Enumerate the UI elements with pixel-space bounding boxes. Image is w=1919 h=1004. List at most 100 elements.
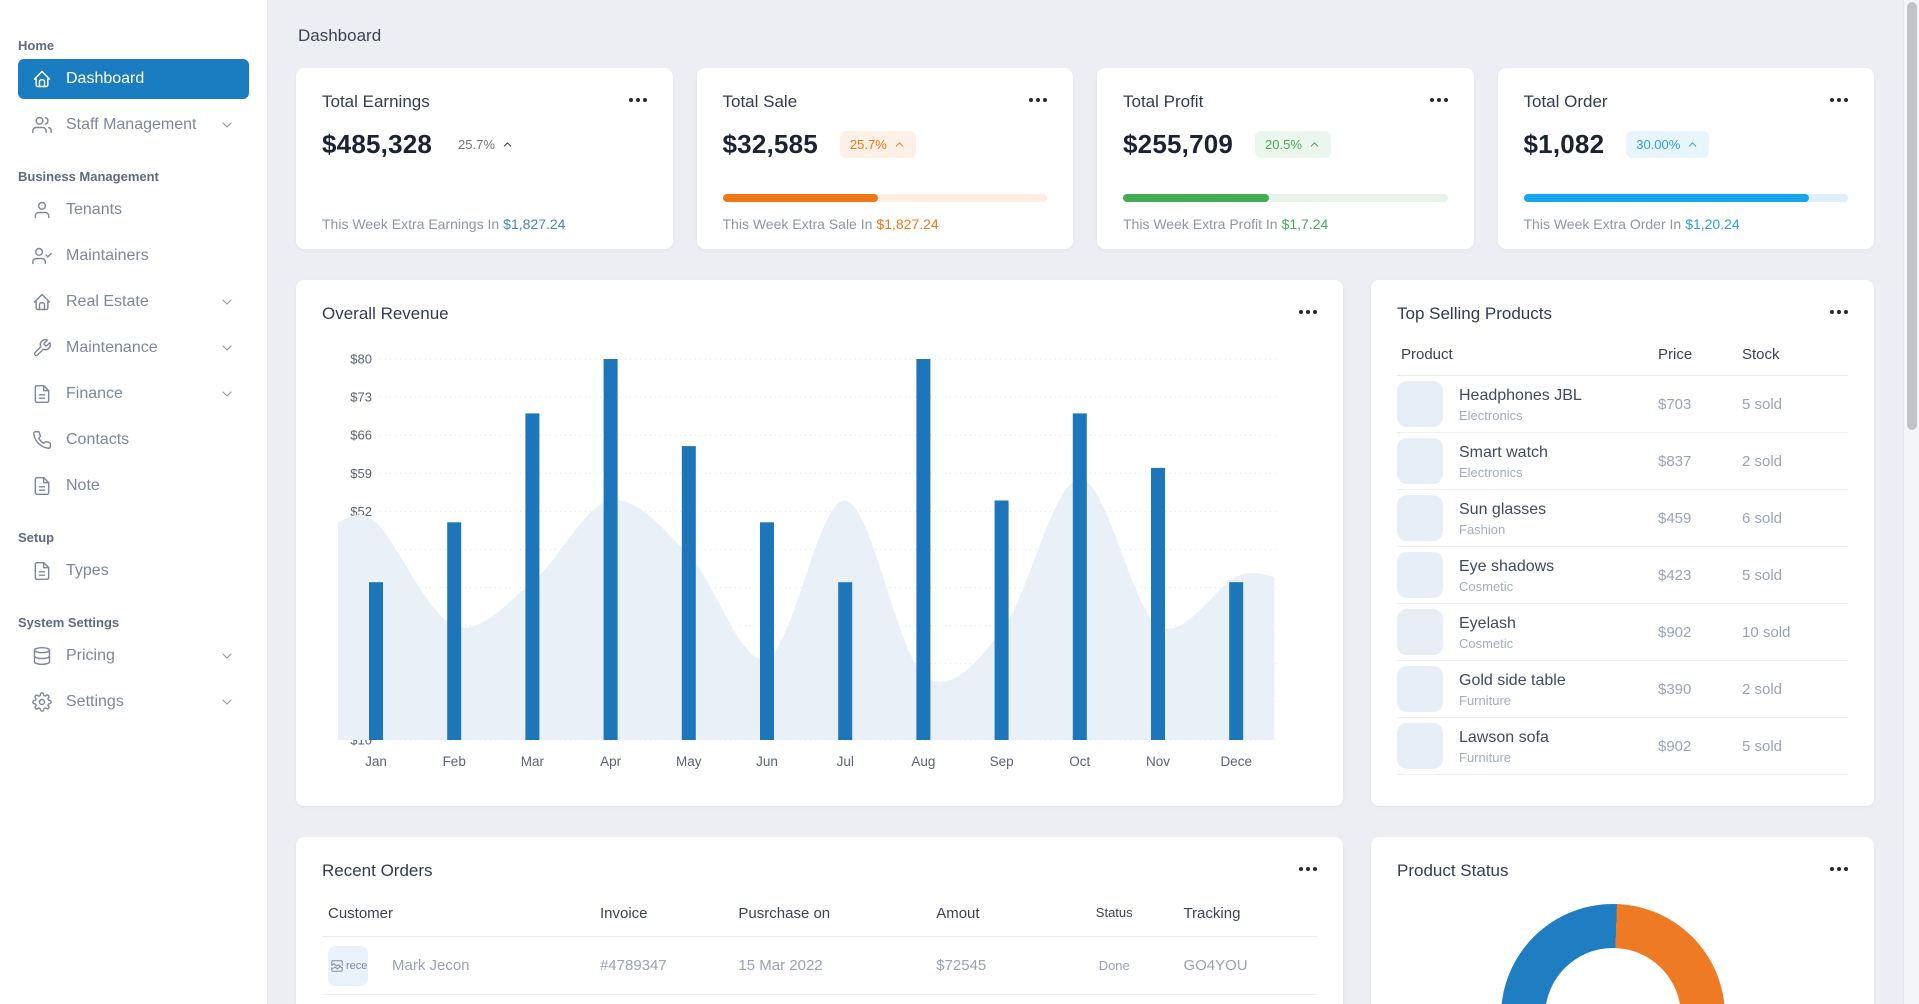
card-footer-text: This Week Extra Earnings In $1,827.24 xyxy=(322,216,566,232)
sidebar-item-real-estate[interactable]: Real Estate xyxy=(18,282,249,322)
card-menu-button[interactable] xyxy=(1822,92,1848,106)
top-selling-products-menu-button[interactable] xyxy=(1822,304,1848,318)
home-icon xyxy=(33,70,51,88)
revenue-bar-Aug xyxy=(916,359,931,740)
broken-image-icon xyxy=(331,959,343,972)
sidebar-item-dashboard[interactable]: Dashboard xyxy=(18,59,249,99)
order-amount: $72545 xyxy=(936,957,987,974)
product-category: Cosmetic xyxy=(1459,578,1514,594)
order-purchase-date: 15 Mar 2022 xyxy=(738,957,823,974)
svg-text:May: May xyxy=(676,754,702,769)
sidebar-item-types[interactable]: Types xyxy=(18,551,249,591)
window-scrollbar-track[interactable] xyxy=(1903,0,1919,1004)
product-thumbnail xyxy=(1397,723,1443,769)
sidebar-item-tenants[interactable]: Tenants xyxy=(18,190,249,230)
product-status-chart-wrap xyxy=(1397,881,1848,1004)
card-menu-button[interactable] xyxy=(1021,92,1047,106)
sidebar-item-contacts[interactable]: Contacts xyxy=(18,420,249,460)
file-icon xyxy=(34,476,50,496)
product-name: Gold side table xyxy=(1459,671,1566,689)
sidebar-item-maintenance[interactable]: Maintenance xyxy=(18,328,249,368)
sidebar-item-label: Types xyxy=(66,562,109,579)
sidebar-item-settings[interactable]: Settings xyxy=(18,682,249,722)
product-category: Fashion xyxy=(1459,521,1506,537)
svg-text:Jul: Jul xyxy=(837,754,854,769)
sidebar-item-label: Note xyxy=(66,477,100,494)
avatar-alt-text: rece xyxy=(346,959,368,972)
orders-header-invoice: Invoice xyxy=(599,905,648,922)
phone-icon xyxy=(33,430,52,449)
svg-text:Nov: Nov xyxy=(1146,754,1170,769)
product-row-smart-watch[interactable]: Smart watch Electronics $837 2 sold xyxy=(1397,433,1848,490)
orders-list: rece Mark Jecon #4789347 15 Mar 2022 $72545 D… xyxy=(322,937,1317,1004)
product-category: Furniture xyxy=(1459,692,1512,708)
product-row-lawson-sofa[interactable]: Lawson sofa Furniture $902 5 sold xyxy=(1397,718,1848,775)
card-menu-button[interactable] xyxy=(621,92,647,106)
panel-title-recent-orders: Recent Orders xyxy=(322,861,433,880)
card-value: $485,328 xyxy=(322,129,433,159)
order-invoice: #4789347 xyxy=(599,957,667,974)
product-row-sun-glasses[interactable]: Sun glasses Fashion $459 6 sold xyxy=(1397,490,1848,547)
stat-card-total-profit: Total Profit $255,709 20.5% This Week Extra… xyxy=(1097,68,1474,249)
overall-revenue-chart: $80$73$66$59$52$45$38$31$24$17$10JanFebM… xyxy=(322,339,1317,779)
overall-revenue-panel: Overall Revenue $80$73$66$59$52$45$38$31… xyxy=(296,280,1343,806)
card-trend-percent: 25.7% xyxy=(849,137,887,152)
product-status-menu-button[interactable] xyxy=(1822,861,1848,875)
revenue-bar-Apr xyxy=(603,359,618,740)
sidebar-item-staff-management[interactable]: Staff Management xyxy=(18,105,249,145)
sidebar-item-finance[interactable]: Finance xyxy=(18,374,249,414)
svg-text:Feb: Feb xyxy=(443,754,466,769)
product-row-eye-shadows[interactable]: Eye shadows Cosmetic $423 5 sold xyxy=(1397,547,1848,604)
product-price: $459 xyxy=(1658,509,1692,527)
recent-orders-menu-button[interactable] xyxy=(1291,861,1317,875)
product-stock: 5 sold xyxy=(1742,395,1783,413)
product-category: Electronics xyxy=(1459,464,1523,480)
order-row-mark-jecon[interactable]: rece Mark Jecon #4789347 15 Mar 2022 $72545 D… xyxy=(322,937,1317,995)
svg-text:Jan: Jan xyxy=(365,754,387,769)
revenue-bar-Dece xyxy=(1229,582,1244,740)
trend-up-icon xyxy=(1310,142,1319,147)
product-category: Furniture xyxy=(1459,749,1512,765)
product-row-gold-side-table[interactable]: Gold side table Furniture $390 2 sold xyxy=(1397,661,1848,718)
product-category: Electronics xyxy=(1459,407,1523,423)
product-name: Eyelash xyxy=(1459,614,1516,632)
card-trend-badge: 30.00% xyxy=(1626,131,1710,158)
product-row-headphones-jbl[interactable]: Headphones JBL Electronics $703 5 sold xyxy=(1397,376,1848,433)
sidebar-item-pricing[interactable]: Pricing xyxy=(18,636,249,676)
chevron-down-icon xyxy=(222,699,232,705)
card-menu-button[interactable] xyxy=(1422,92,1448,106)
svg-text:Aug: Aug xyxy=(911,754,935,769)
orders-header-purchase-on: Pusrchase on xyxy=(738,905,831,922)
card-footer-amount: $1,7.24 xyxy=(1281,216,1329,232)
chevron-down-icon xyxy=(222,122,232,128)
svg-text:Apr: Apr xyxy=(600,754,622,769)
card-trend-badge: 20.5% xyxy=(1255,131,1331,158)
svg-text:$73: $73 xyxy=(350,390,372,405)
users-icon xyxy=(32,116,52,134)
revenue-bar-Feb xyxy=(447,522,462,740)
revenue-area-series xyxy=(338,478,1275,740)
product-row-eyelash[interactable]: Eyelash Cosmetic $902 10 sold xyxy=(1397,604,1848,661)
card-footer-text: This Week Extra Sale In $1,827.24 xyxy=(722,216,939,232)
sidebar-item-note[interactable]: Note xyxy=(18,466,249,506)
sidebar-item-maintainers[interactable]: Maintainers xyxy=(18,236,249,276)
product-stock: 2 sold xyxy=(1742,452,1783,470)
svg-text:Oct: Oct xyxy=(1069,754,1090,769)
chevron-down-icon xyxy=(222,391,232,397)
overall-revenue-menu-button[interactable] xyxy=(1291,304,1317,318)
svg-text:Jun: Jun xyxy=(756,754,778,769)
file-icon xyxy=(34,384,50,404)
product-category: Cosmetic xyxy=(1459,635,1514,651)
revenue-bar-Jul xyxy=(838,582,853,740)
top-selling-products-panel: Top Selling Products Product Price Stock… xyxy=(1371,280,1874,806)
products-header-product: Product xyxy=(1401,346,1453,363)
product-name: Eye shadows xyxy=(1459,557,1555,575)
svg-text:Sep: Sep xyxy=(990,754,1014,769)
order-tracking: GO4YOU xyxy=(1183,957,1248,974)
card-trend-badge: 25.7% xyxy=(458,131,514,158)
card-footer-amount: $1,827.24 xyxy=(503,216,566,232)
card-footer-amount: $1,20.24 xyxy=(1685,216,1740,232)
chevron-down-icon xyxy=(222,299,232,305)
sidebar-item-label: Real Estate xyxy=(66,293,149,310)
window-scrollbar-thumb[interactable] xyxy=(1907,2,1917,430)
